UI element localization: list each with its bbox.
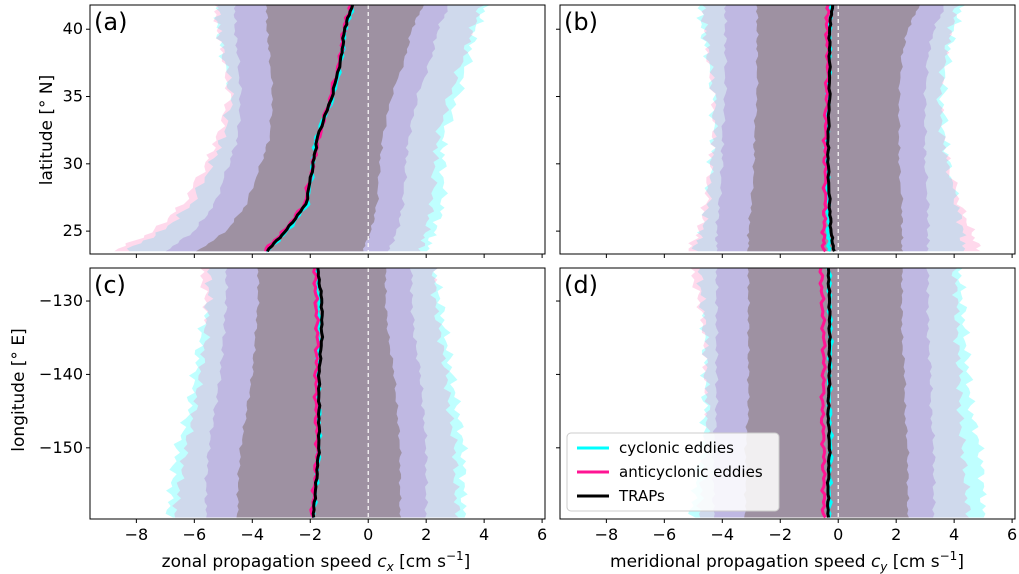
panel-c: −8 −6 −4 −2 0 2 4 6 −150 −140 −130 (c) bbox=[39, 267, 547, 544]
x-tick-label: −8 bbox=[125, 525, 149, 544]
line-anticyclonic-eddies bbox=[820, 5, 831, 253]
xlabel-zonal: zonal propagation speed cx [cm s−1] bbox=[162, 549, 471, 574]
x-tick-label: −4 bbox=[710, 525, 734, 544]
y-tick-label: −140 bbox=[39, 364, 83, 383]
y-tick-label: 35 bbox=[63, 87, 83, 106]
plot-area bbox=[114, 5, 491, 254]
panel-letter: (c) bbox=[94, 271, 126, 299]
panel-frame bbox=[559, 4, 1016, 255]
xlabel-zonal-sub: x bbox=[386, 560, 395, 574]
legend-frame bbox=[566, 432, 780, 512]
line-anticyclonic-eddies bbox=[818, 268, 827, 519]
panel-b: (b) bbox=[556, 4, 1016, 258]
band-overlap bbox=[746, 5, 920, 252]
band-overlap bbox=[743, 268, 910, 518]
line-traps bbox=[825, 268, 832, 518]
plot-area bbox=[165, 268, 469, 519]
x-tick-label: 2 bbox=[891, 525, 901, 544]
panel-frame bbox=[89, 4, 546, 255]
x-tick-label: 0 bbox=[363, 525, 373, 544]
xlabel-meridional-symbol: c bbox=[871, 552, 881, 572]
x-tick-label: −4 bbox=[240, 525, 264, 544]
legend-label-cyclonic: cyclonic eddies bbox=[619, 439, 734, 457]
xlabel-meridional-exp: −1 bbox=[940, 549, 958, 563]
panel-letter: (a) bbox=[94, 8, 127, 36]
xlabel-zonal-close: ] bbox=[464, 552, 471, 572]
xlabel-meridional-close: ] bbox=[957, 552, 964, 572]
ylabel-longitude: longitude [° E] bbox=[9, 328, 29, 451]
xlabel-meridional: meridional propagation speed cy [cm s−1] bbox=[610, 549, 964, 574]
xlabel-meridional-prefix: meridional propagation speed bbox=[610, 552, 871, 572]
x-tick-label: −2 bbox=[768, 525, 792, 544]
ylabel-latitude: latitude [° N] bbox=[37, 75, 57, 186]
x-tick-label: 0 bbox=[833, 525, 843, 544]
panel-a: 25 30 35 40 (a) bbox=[63, 4, 546, 258]
x-tick-label: −6 bbox=[183, 525, 207, 544]
legend: cyclonic eddies anticyclonic eddies TRAP… bbox=[566, 432, 780, 512]
y-tick-label: −130 bbox=[39, 291, 83, 310]
xlabel-zonal-units: [cm s bbox=[394, 552, 446, 572]
plot-area bbox=[688, 5, 981, 254]
panel-letter: (b) bbox=[564, 8, 598, 36]
panel-letter: (d) bbox=[564, 271, 598, 299]
x-tick-label: 6 bbox=[1007, 525, 1017, 544]
y-tick-label: −150 bbox=[39, 438, 83, 457]
x-tick-label: 2 bbox=[421, 525, 431, 544]
panel-frame bbox=[559, 267, 1016, 520]
x-tick-label: 6 bbox=[537, 525, 547, 544]
line-traps bbox=[266, 5, 355, 253]
line-traps bbox=[311, 268, 325, 518]
xlabel-zonal-symbol: c bbox=[377, 552, 387, 572]
x-tick-label: 4 bbox=[949, 525, 959, 544]
y-tick-label: 25 bbox=[63, 221, 83, 240]
x-tick-label: 4 bbox=[479, 525, 489, 544]
legend-label-traps: TRAPs bbox=[618, 487, 665, 505]
y-tick-label: 30 bbox=[63, 154, 83, 173]
panel-frame bbox=[89, 267, 546, 520]
x-tick-label: −8 bbox=[595, 525, 619, 544]
x-tick-label: −6 bbox=[653, 525, 677, 544]
band-overlap bbox=[196, 5, 424, 252]
x-tick-label: −2 bbox=[298, 525, 322, 544]
xlabel-zonal-prefix: zonal propagation speed bbox=[162, 552, 378, 572]
xlabel-meridional-units: [cm s bbox=[887, 552, 939, 572]
legend-label-anticyclonic: anticyclonic eddies bbox=[619, 463, 763, 481]
line-traps bbox=[826, 5, 836, 252]
xlabel-meridional-sub: y bbox=[879, 560, 888, 574]
xlabel-zonal-exp: −1 bbox=[446, 549, 464, 563]
y-tick-label: 40 bbox=[63, 19, 83, 38]
line-anticyclonic-eddies bbox=[309, 268, 321, 519]
